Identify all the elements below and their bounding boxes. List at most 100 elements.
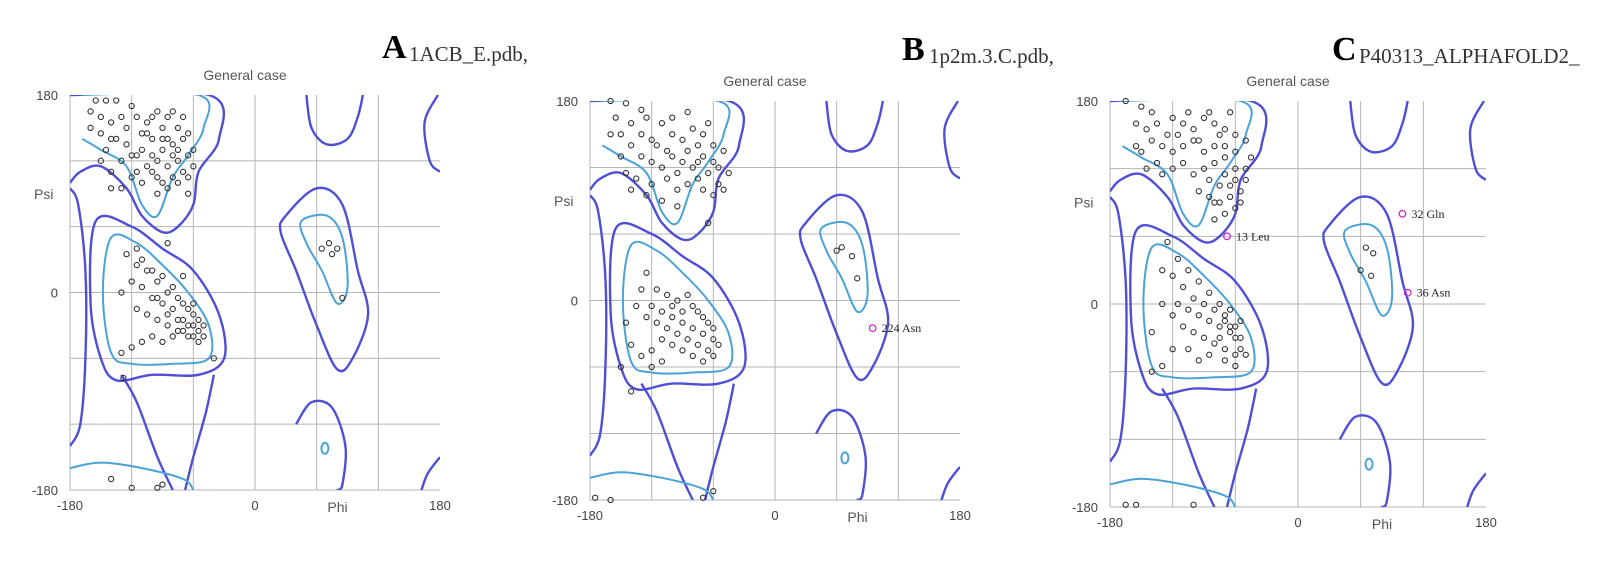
residue-point <box>699 186 707 193</box>
outlier-label: 224 Asn <box>882 321 922 335</box>
panel-letter: A <box>382 29 407 66</box>
y-tick-label: 0 <box>571 294 578 309</box>
residue-point <box>1174 131 1182 138</box>
residue-point <box>1232 362 1239 370</box>
residue-point <box>118 349 125 356</box>
residue-point <box>1232 204 1239 212</box>
residue-point <box>1216 131 1223 138</box>
residue-point <box>833 247 840 254</box>
residue-point <box>1206 317 1213 325</box>
residue-point <box>138 130 146 137</box>
residue-point <box>1159 142 1166 150</box>
outlier-point <box>1223 232 1231 241</box>
residue-point <box>123 250 130 258</box>
residue-point <box>694 308 702 315</box>
residue-point <box>1237 188 1244 195</box>
residue-point <box>118 289 125 296</box>
residue-point <box>149 267 156 274</box>
residue-point <box>694 175 702 182</box>
residue-point <box>1153 120 1161 127</box>
residue-point <box>710 142 717 149</box>
residue-point <box>1226 329 1234 336</box>
residue-point <box>658 358 666 365</box>
residue-point <box>1164 238 1171 246</box>
residue-point <box>1159 362 1166 370</box>
allowed-contour-top-right <box>305 95 365 147</box>
residue-point <box>1242 351 1249 358</box>
residue-point <box>179 316 187 324</box>
residue-point <box>1200 148 1208 155</box>
residue-point <box>669 302 676 310</box>
residue-point <box>1216 300 1223 308</box>
favored-contour-small-loop <box>840 451 850 465</box>
residue-point <box>154 278 161 285</box>
residue-point <box>1190 295 1197 302</box>
residue-point <box>1232 165 1239 172</box>
allowed-contour-left <box>70 187 88 447</box>
residue-point <box>1367 272 1375 279</box>
x-tick-label: -180 <box>1097 515 1123 530</box>
residue-point <box>633 175 640 182</box>
residue-point <box>190 146 197 154</box>
x-tick-label: -180 <box>57 498 83 513</box>
allowed-contour-lower-right <box>1225 388 1258 507</box>
residue-point <box>658 164 666 171</box>
residue-point <box>689 325 696 332</box>
residue-point <box>705 347 712 354</box>
residue-point <box>169 152 176 159</box>
residue-point <box>190 163 197 170</box>
residue-point <box>1226 323 1234 330</box>
residue-point <box>159 135 166 143</box>
residue-point <box>663 175 671 182</box>
y-tick-label: 0 <box>51 286 58 301</box>
residue-point <box>1362 244 1370 251</box>
residue-point <box>133 261 140 269</box>
outlier-point <box>1403 288 1412 297</box>
residue-point <box>113 135 120 143</box>
residue-point <box>128 344 135 351</box>
residue-point <box>133 113 140 121</box>
residue-point <box>679 308 686 315</box>
residue-point <box>1190 126 1197 133</box>
residue-point <box>318 245 325 252</box>
residue-point <box>1232 131 1239 138</box>
residue-point <box>1190 329 1197 336</box>
residue-point <box>1242 137 1249 144</box>
x-tick-label: 180 <box>1475 515 1497 530</box>
residue-point <box>679 158 686 166</box>
allowed-contour-left-handed <box>1322 195 1415 387</box>
residue-point <box>179 272 187 280</box>
residue-point <box>1221 171 1229 178</box>
residue-point <box>164 239 171 247</box>
residue-point <box>658 336 666 343</box>
residue-point <box>143 267 151 274</box>
residue-point <box>633 302 640 310</box>
residue-point <box>1174 300 1182 308</box>
residue-point <box>694 341 702 348</box>
residue-point <box>149 168 156 175</box>
favored-contour-alpha <box>101 233 214 366</box>
residue-point <box>617 153 624 160</box>
residue-point <box>1247 154 1255 161</box>
residue-point <box>638 352 645 360</box>
residue-point <box>159 272 166 280</box>
panel-filename: 1ACB_E.pdb, <box>409 42 528 66</box>
residue-point <box>128 484 135 491</box>
residue-point <box>1221 317 1229 325</box>
residue-point <box>1195 357 1202 364</box>
allowed-contour-left <box>1110 196 1128 463</box>
residue-point <box>1159 171 1166 178</box>
residue-point <box>638 106 645 114</box>
residue-point <box>710 352 717 360</box>
residue-point <box>200 322 207 329</box>
residue-point <box>185 174 192 181</box>
residue-point <box>1242 176 1249 184</box>
x-axis-label: Phi <box>327 499 347 515</box>
favored-contour-left-handed <box>1342 223 1394 317</box>
residue-point <box>710 336 717 343</box>
allowed-contour-edge-top <box>943 101 960 180</box>
residue-point <box>710 325 717 332</box>
residue-point <box>591 494 599 501</box>
residue-point <box>1216 199 1223 206</box>
residue-point <box>118 185 125 192</box>
